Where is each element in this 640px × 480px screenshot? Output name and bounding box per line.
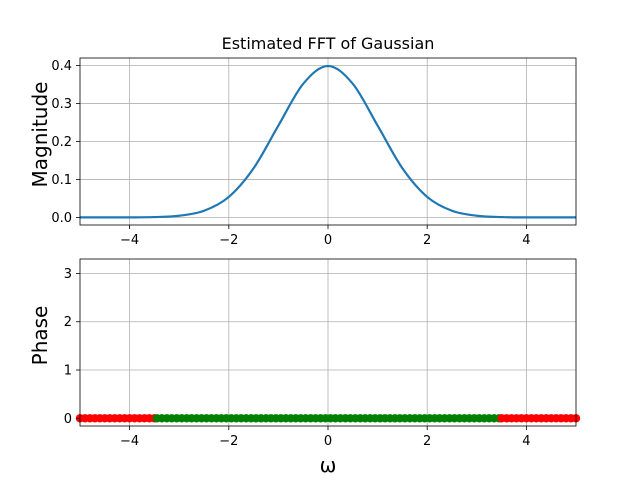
x-tick-label: 2 [423,434,431,449]
magnitude-grid [80,58,576,225]
phase-grid [80,259,576,426]
y-tick-label: 0.4 [51,59,72,74]
magnitude-y-ticks: 0.0 0.1 0.2 0.3 0.4 [51,59,80,226]
y-tick-label: 1 [64,364,72,379]
x-tick-label: −2 [219,233,238,248]
y-tick-label: 2 [64,315,72,330]
x-tick-label: 4 [522,233,530,248]
y-tick-label: 0.0 [51,211,72,226]
y-tick-label: 3 [64,267,72,282]
x-tick-label: 4 [522,434,530,449]
chart-title: Estimated FFT of Gaussian [222,34,435,53]
x-tick-label: 0 [324,233,332,248]
x-tick-label: 2 [423,233,431,248]
phase-y-label: Phase [28,306,52,366]
x-tick-label: −2 [219,434,238,449]
y-tick-label: 0.2 [51,135,72,150]
y-tick-label: 0 [64,412,72,427]
magnitude-x-ticks: −4 −2 0 2 4 [120,225,531,248]
magnitude-y-label: Magnitude [28,82,52,188]
x-tick-label: −4 [120,434,139,449]
y-tick-label: 0.3 [51,97,72,112]
omega-x-label: ω [320,453,337,477]
phase-points [75,414,581,423]
y-tick-label: 0.1 [51,173,72,188]
x-tick-label: −4 [120,233,139,248]
x-tick-label: 0 [324,434,332,449]
phase-plot: −4 −2 0 2 4 0 1 2 3 Phase ω [28,258,581,477]
magnitude-line [79,64,577,219]
phase-x-ticks: −4 −2 0 2 4 [120,426,531,449]
magnitude-plot: −4 −2 0 2 4 0.0 0.1 0.2 0.3 0.4 Estimated FFT of… [28,34,577,248]
phase-y-ticks: 0 1 2 3 [64,267,80,427]
